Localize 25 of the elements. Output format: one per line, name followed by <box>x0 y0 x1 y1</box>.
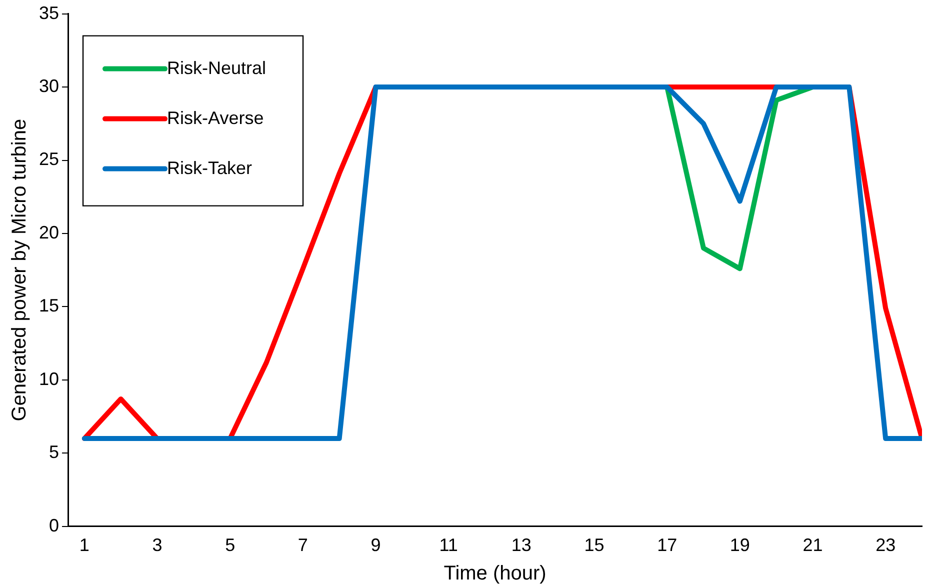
x-tick-label: 21 <box>802 535 823 556</box>
y-tick-label: 30 <box>38 76 60 96</box>
legend-label: Risk-Neutral <box>167 58 266 78</box>
x-tick-label: 23 <box>876 535 896 556</box>
x-tick-label: 9 <box>370 535 381 556</box>
y-tick-label: 20 <box>38 222 60 242</box>
y-tick-label: 10 <box>38 368 60 389</box>
y-tick-label: 35 <box>38 2 60 23</box>
y-tick-label: 0 <box>49 515 60 536</box>
x-tick-label: 1 <box>79 535 90 556</box>
x-axis-title: Time (hour) <box>444 562 546 585</box>
x-tick-label: 19 <box>730 535 750 556</box>
y-tick-label: 15 <box>38 296 60 316</box>
x-tick-label: 15 <box>584 535 604 556</box>
y-tick-label: 25 <box>38 149 60 170</box>
x-tick-label: 17 <box>657 535 678 556</box>
x-tick-label: 13 <box>511 535 532 556</box>
x-tick-label: 7 <box>298 535 308 556</box>
legend-label: Risk-Taker <box>167 158 252 178</box>
x-tick-label: 3 <box>152 535 162 556</box>
x-tick-label: 11 <box>439 535 458 556</box>
x-tick-label: 5 <box>225 535 236 556</box>
y-axis-title: Generated power by Micro turbine <box>8 118 31 422</box>
legend-label: Risk-Averse <box>167 108 264 128</box>
y-tick-label: 5 <box>49 442 60 462</box>
